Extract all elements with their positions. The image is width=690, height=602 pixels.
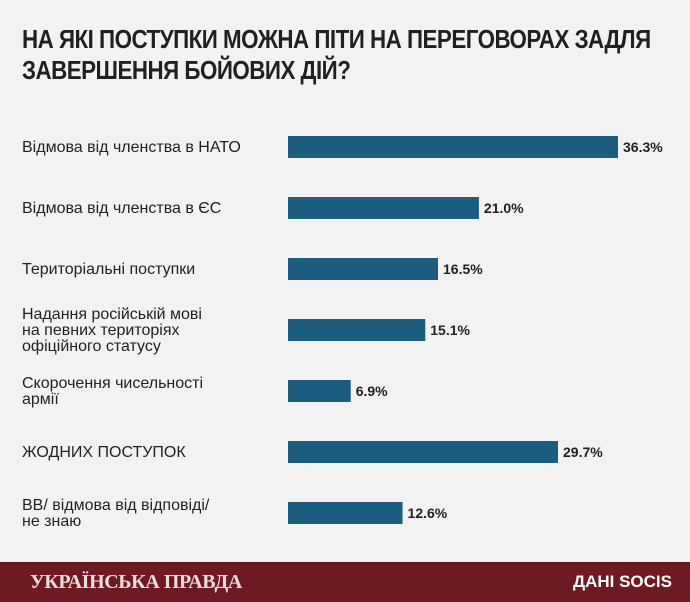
value-label-2: 21.0% xyxy=(484,200,524,216)
bar-7 xyxy=(288,502,403,524)
data-source: ДАНІ SOCIS xyxy=(572,572,672,591)
category-label-3: Територіальні поступки xyxy=(22,261,195,278)
value-label-5: 6.9% xyxy=(356,383,388,399)
chart-title-line-2: ЗАВЕРШЕННЯ БОЙОВИХ ДІЙ? xyxy=(22,55,351,85)
category-label-7: ВВ/ відмова від відповіді/не знаю xyxy=(22,497,210,530)
footer-bar: УКРАЇНСЬКА ПРАВДА ДАНІ SOCIS xyxy=(0,562,690,602)
bar-2 xyxy=(288,197,479,219)
chart-title-line-1: НА ЯКІ ПОСТУПКИ МОЖНА ПІТИ НА ПЕРЕГОВОРА… xyxy=(22,24,651,54)
bar-3 xyxy=(288,258,438,280)
chart-title: НА ЯКІ ПОСТУПКИ МОЖНА ПІТИ НА ПЕРЕГОВОРА… xyxy=(22,24,651,86)
category-label-5: Скорочення чисельності армії xyxy=(22,375,203,408)
value-label-3: 16.5% xyxy=(443,261,483,277)
bar-5 xyxy=(288,380,351,402)
value-label-1: 36.3% xyxy=(623,139,663,155)
value-label-4: 15.1% xyxy=(430,322,470,338)
bar-1 xyxy=(288,136,618,158)
value-label-7: 12.6% xyxy=(408,505,448,521)
category-label-4: Надання російській мові на певних територ… xyxy=(22,306,202,355)
category-label-1: Відмова від членства в НАТО xyxy=(22,139,241,156)
category-label-6: ЖОДНИХ ПОСТУПОК xyxy=(22,444,186,461)
value-label-6: 29.7% xyxy=(563,444,603,460)
bar-chart: 36.3% Відмова від членства в НАТО 21.0% Від… xyxy=(22,136,663,530)
bar-6 xyxy=(288,441,558,463)
brand-logo: УКРАЇНСЬКА ПРАВДА xyxy=(30,571,242,593)
category-label-2: Відмова від членства в ЄС xyxy=(22,200,221,217)
bar-4 xyxy=(288,319,426,341)
